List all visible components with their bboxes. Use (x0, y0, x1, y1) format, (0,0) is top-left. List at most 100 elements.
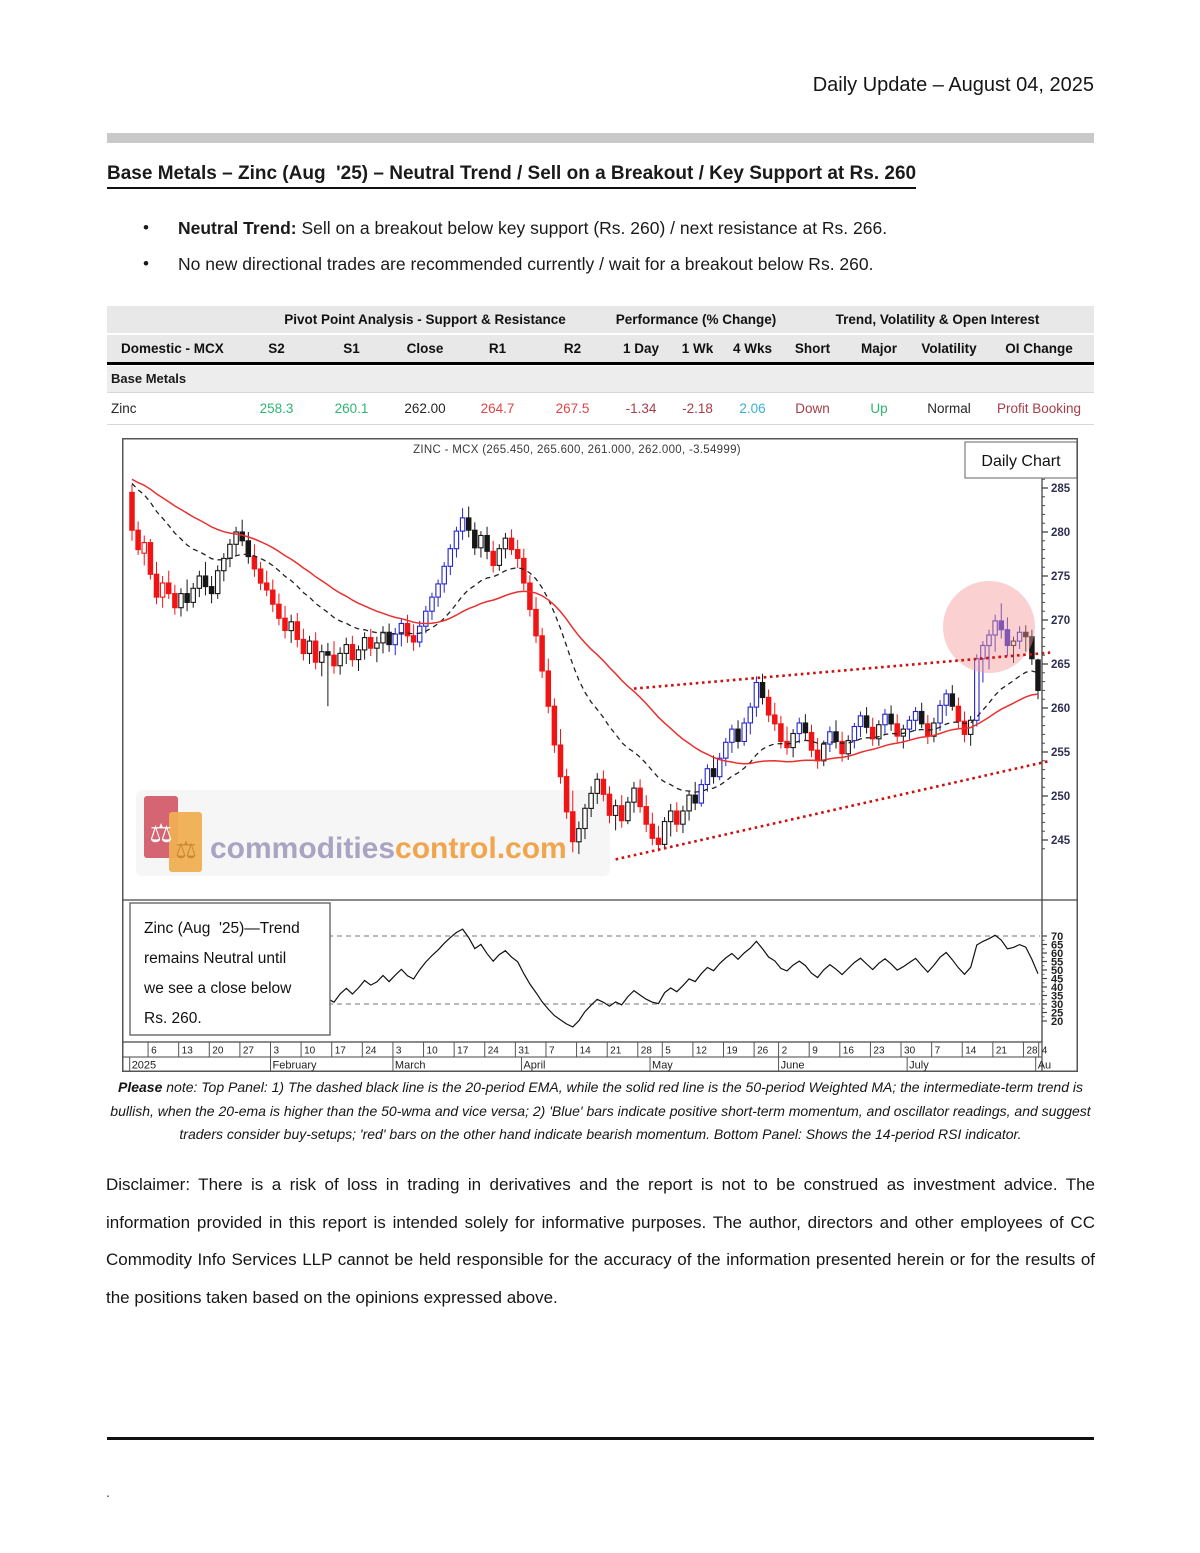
col-s1: S1 (343, 341, 360, 356)
svg-text:remains Neutral until: remains Neutral until (144, 950, 286, 967)
bullet-text: No new directional trades are recommende… (178, 254, 874, 274)
svg-text:28: 28 (1026, 1046, 1038, 1057)
group-performance: Performance (% Change) (615, 312, 777, 327)
cell-s1: 260.1 (334, 401, 369, 416)
svg-text:55: 55 (1051, 957, 1063, 969)
bullet-no-trades: • No new directional trades are recommen… (141, 254, 1091, 275)
svg-text:17: 17 (335, 1046, 347, 1057)
svg-text:60: 60 (1051, 948, 1063, 960)
cell-major-trend: Up (870, 401, 888, 416)
section-base-metals: Base Metals (107, 366, 1094, 393)
svg-text:27: 27 (243, 1046, 255, 1057)
col-major: Major (860, 341, 897, 356)
svg-text:26: 26 (757, 1046, 769, 1057)
svg-text:31: 31 (518, 1046, 530, 1057)
col-s2: S2 (268, 341, 285, 356)
svg-text:2025: 2025 (132, 1060, 156, 1072)
svg-text:2: 2 (782, 1046, 788, 1057)
svg-text:30: 30 (904, 1046, 916, 1057)
svg-text:17: 17 (457, 1046, 469, 1057)
svg-text:21: 21 (996, 1046, 1008, 1057)
svg-text:Au: Au (1038, 1060, 1051, 1072)
cell-r1: 264.7 (480, 401, 515, 416)
cell-1wk: -2.18 (682, 401, 713, 416)
svg-text:21: 21 (610, 1046, 622, 1057)
footer-mark: . (106, 1484, 110, 1500)
col-r2: R2 (563, 341, 582, 356)
footer-rule (107, 1437, 1094, 1440)
footnote-text: note: Top Panel: 1) The dashed black lin… (110, 1079, 1091, 1142)
bullet-text: Sell on a breakout below key support (Rs… (296, 218, 888, 238)
cell-r2: 267.5 (555, 401, 590, 416)
col-oi-change: OI Change (1005, 341, 1073, 356)
summary-bullets: • Neutral Trend: Sell on a breakout belo… (141, 218, 1091, 290)
svg-text:14: 14 (965, 1046, 977, 1057)
cell-volatility: Normal (927, 401, 971, 416)
col-close: Close (406, 341, 444, 356)
col-domestic-mcx: Domestic - MCX (121, 341, 224, 356)
svg-text:Daily Chart: Daily Chart (981, 453, 1061, 470)
svg-text:Rs. 260.: Rs. 260. (144, 1010, 202, 1027)
svg-text:23: 23 (873, 1046, 885, 1057)
svg-text:70: 70 (1051, 931, 1063, 943)
svg-text:6: 6 (151, 1046, 157, 1057)
col-1day: 1 Day (622, 341, 660, 356)
svg-text:March: March (395, 1060, 426, 1072)
svg-text:ZINC - MCX (265.450, 265.600,: ZINC - MCX (265.450, 265.600, 261.000, 2… (413, 444, 741, 456)
cell-close: 262.00 (404, 401, 446, 416)
col-4wks: 4 Wks (732, 341, 773, 356)
bullet-neutral-trend: • Neutral Trend: Sell on a breakout belo… (141, 218, 1091, 239)
svg-text:19: 19 (726, 1046, 738, 1057)
svg-text:255: 255 (1051, 747, 1071, 759)
col-1wk: 1 Wk (681, 341, 714, 356)
svg-text:50: 50 (1051, 965, 1063, 977)
svg-text:9: 9 (812, 1046, 818, 1057)
svg-text:3: 3 (273, 1046, 279, 1057)
svg-text:5: 5 (665, 1046, 671, 1057)
svg-text:270: 270 (1051, 615, 1070, 627)
table-header-row: Domestic - MCX S2 S1 Close R1 R2 1 Day 1… (107, 335, 1094, 365)
col-r1: R1 (488, 341, 507, 356)
svg-text:commoditiescontrol.com: commoditiescontrol.com (210, 832, 567, 865)
pivot-table: Pivot Point Analysis - Support & Resista… (107, 306, 1094, 425)
svg-text:10: 10 (427, 1046, 439, 1057)
svg-text:20: 20 (1051, 1016, 1063, 1028)
footnote-lead: Please (118, 1079, 163, 1095)
zinc-daily-chart: ⚖ ⚖ commoditiescontrol.com 285 280 275 270 265 2… (122, 438, 1078, 1072)
svg-text:20: 20 (212, 1046, 224, 1057)
svg-text:260: 260 (1051, 703, 1070, 715)
table-group-header-row: Pivot Point Analysis - Support & Resista… (107, 306, 1094, 333)
table-row-zinc: Zinc 258.3 260.1 262.00 264.7 267.5 -1.3… (107, 393, 1094, 425)
svg-text:24: 24 (365, 1046, 377, 1057)
svg-text:40: 40 (1051, 982, 1063, 994)
svg-text:13: 13 (182, 1046, 194, 1057)
svg-text:4: 4 (1042, 1046, 1048, 1057)
col-volatility: Volatility (921, 341, 977, 356)
svg-text:we see a close below: we see a close below (143, 980, 292, 997)
cell-oi-change: Profit Booking (996, 401, 1082, 416)
bullet-icon: • (143, 218, 149, 237)
svg-text:16: 16 (843, 1046, 855, 1057)
header-divider-bar (107, 133, 1094, 143)
svg-text:⚖: ⚖ (149, 818, 172, 848)
report-date-header: Daily Update – August 04, 2025 (812, 74, 1094, 96)
svg-text:65: 65 (1051, 940, 1063, 952)
svg-text:245: 245 (1051, 835, 1071, 847)
svg-text:3: 3 (396, 1046, 402, 1057)
svg-text:February: February (272, 1060, 317, 1072)
page-title: Base Metals – Zinc (Aug '25) – Neutral T… (107, 163, 1094, 189)
bullet-icon: • (143, 254, 149, 273)
svg-text:12: 12 (696, 1046, 708, 1057)
svg-text:10: 10 (304, 1046, 316, 1057)
bullet-lead: Neutral Trend: (178, 218, 297, 238)
col-short: Short (794, 341, 831, 356)
cell-commodity: Zinc (111, 401, 137, 416)
svg-text:275: 275 (1051, 571, 1071, 583)
svg-text:June: June (781, 1060, 805, 1072)
cell-1day: -1.34 (625, 401, 657, 416)
cell-4wks: 2.06 (739, 401, 766, 416)
svg-text:⚖: ⚖ (175, 837, 197, 864)
svg-text:April: April (523, 1060, 545, 1072)
svg-text:Zinc (Aug '25)—Trend: Zinc (Aug '25)—Trend (144, 920, 300, 937)
disclaimer-text: Disclaimer: There is a risk of loss in t… (106, 1175, 1095, 1307)
